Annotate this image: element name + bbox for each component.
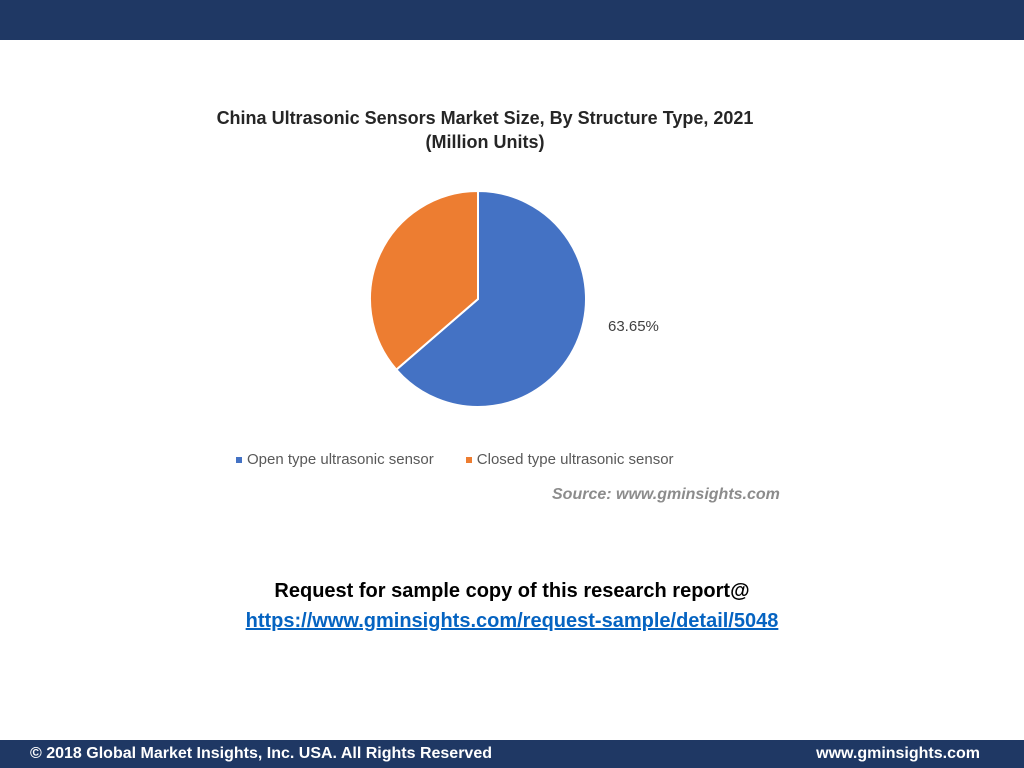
footer-copyright: © 2018 Global Market Insights, Inc. USA.…: [30, 745, 492, 762]
top-bar: [0, 0, 1024, 40]
request-sample-link[interactable]: https://www.gminsights.com/request-sampl…: [245, 610, 779, 632]
legend-swatch-open: [236, 456, 242, 463]
data-label-open: 63.65%: [608, 318, 659, 335]
footer-website: www.gminsights.com: [816, 745, 980, 762]
chart-title: China Ultrasonic Sensors Market Size, By…: [216, 108, 754, 152]
chart-source: Source: www.gminsights.com: [552, 486, 780, 503]
chart-legend: Open type ultrasonic sensor Closed type …: [236, 451, 674, 468]
pie-slice-closed: [369, 189, 479, 372]
footer-bar: © 2018 Global Market Insights, Inc. USA.…: [0, 740, 1024, 768]
legend-item-open: Open type ultrasonic sensor: [236, 451, 434, 468]
request-link-wrapper: https://www.gminsights.com/request-sampl…: [0, 610, 1024, 633]
pie-slice-open: [394, 189, 587, 408]
legend-label-closed: Closed type ultrasonic sensor: [476, 451, 674, 468]
request-text: Request for sample copy of this research…: [274, 580, 750, 602]
legend-swatch-closed: [465, 456, 472, 463]
legend-label-open: Open type ultrasonic sensor: [247, 451, 434, 468]
legend-item-closed: Closed type ultrasonic sensor: [465, 451, 674, 468]
